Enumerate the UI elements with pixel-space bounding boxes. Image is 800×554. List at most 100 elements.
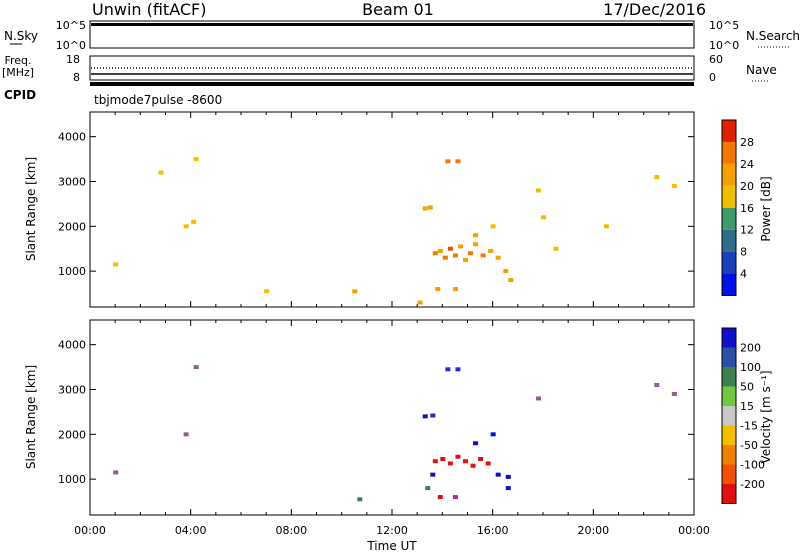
cpid-mode-text: tbjmode7pulse -8600 xyxy=(94,93,222,107)
velocity-cell xyxy=(113,470,119,475)
velocity-cell xyxy=(485,461,491,466)
velocity-y-tick-label: 4000 xyxy=(58,339,86,352)
power-cell xyxy=(495,255,501,260)
velocity-cell xyxy=(505,474,511,479)
velocity-cell xyxy=(357,497,363,502)
velocity-y-ticks: 1000 2000 3000 4000 xyxy=(58,339,694,486)
velocity-colorbar-segment xyxy=(722,347,736,367)
velocity-cell xyxy=(455,454,461,459)
power-colorbar-segment xyxy=(722,207,736,230)
velocity-cell xyxy=(671,391,677,396)
power-colorbar-segment xyxy=(722,163,736,186)
velocity-cell xyxy=(425,486,431,491)
power-colorbar-segment xyxy=(722,185,736,208)
nsearch-tick-top: 10^5 xyxy=(709,19,739,32)
nsky-panel xyxy=(89,20,695,49)
cpid-label: CPID xyxy=(4,88,36,102)
velocity-cell xyxy=(193,365,199,370)
power-colorbar-tick-label: 12 xyxy=(740,224,754,237)
power-cell xyxy=(191,219,197,224)
velocity-cell xyxy=(447,461,453,466)
velocity-colorbar-tick-label: -50 xyxy=(740,439,758,452)
power-cell xyxy=(603,224,609,229)
power-cell xyxy=(503,269,509,274)
power-cell xyxy=(158,170,164,175)
velocity-colorbar-segment xyxy=(722,367,736,387)
velocity-colorbar-segment xyxy=(722,406,736,426)
nsky-trace xyxy=(91,23,693,26)
beam-title: Beam 01 xyxy=(362,0,434,19)
velocity-colorbar-tick-label: 50 xyxy=(740,381,754,394)
velocity-cell xyxy=(495,472,501,477)
velocity-colorbar-segment xyxy=(722,425,736,445)
power-cell xyxy=(654,175,660,179)
power-cell xyxy=(427,205,433,210)
velocity-colorbar-tick-label: -200 xyxy=(740,478,765,491)
nsearch-tick-bottom: 10^0 xyxy=(709,39,739,52)
power-cell xyxy=(473,242,479,247)
velocity-colorbar-frame xyxy=(721,327,737,504)
velocity-colorbar: 200 100 50 15 -15 -50 -100 -200 xyxy=(721,327,765,504)
velocity-cells xyxy=(113,365,677,502)
power-cell xyxy=(447,246,453,251)
velocity-colorbar-tick-label: 15 xyxy=(740,400,754,413)
velocity-cell xyxy=(452,495,458,500)
power-cell xyxy=(553,246,559,251)
nsky-tick-bottom: 10^0 xyxy=(56,39,86,52)
velocity-cell xyxy=(455,367,461,372)
power-colorbar-tick-label: 28 xyxy=(740,136,754,149)
nave-tick-top: 60 xyxy=(709,53,723,66)
power-colorbar-segment xyxy=(722,273,736,296)
power-cell xyxy=(442,255,448,260)
power-cell xyxy=(352,289,358,294)
freq-tick-top: 18 xyxy=(66,53,80,66)
power-cell xyxy=(490,224,496,229)
power-cell xyxy=(488,248,494,253)
power-cell xyxy=(671,183,677,188)
velocity-cell xyxy=(535,396,541,401)
x-tick-label: 04:00 xyxy=(175,524,207,537)
power-x-ticks xyxy=(89,112,695,307)
nsky-tick-top: 10^5 xyxy=(56,19,86,32)
date-title: 17/Dec/2016 xyxy=(603,0,706,19)
power-y-tick-label: 4000 xyxy=(58,131,86,144)
velocity-x-ticks: 00:00 04:00 08:00 12:00 16:00 20:00 00:00 xyxy=(74,320,710,537)
power-colorbar-frame xyxy=(721,119,737,296)
velocity-cell xyxy=(422,414,428,419)
power-y-ticks: 1000 2000 3000 4000 xyxy=(58,131,694,278)
station-title: Unwin (fitACF) xyxy=(92,0,206,19)
power-cell xyxy=(193,157,199,162)
velocity-colorbar-tick-label: 100 xyxy=(740,361,761,374)
power-colorbar-segment xyxy=(722,251,736,274)
power-cell xyxy=(264,289,270,294)
velocity-colorbar-segment xyxy=(722,484,736,504)
velocity-cell xyxy=(462,459,468,464)
velocity-colorbar-segment xyxy=(722,386,736,406)
power-cells xyxy=(113,157,677,305)
velocity-colorbar-tick-label: 200 xyxy=(740,342,761,355)
velocity-cell xyxy=(654,383,660,387)
power-cell xyxy=(435,287,441,292)
x-tick-label: 12:00 xyxy=(376,524,408,537)
freq-tick-bottom: 8 xyxy=(73,71,80,84)
velocity-cell xyxy=(473,441,479,446)
power-panel: 1000 2000 3000 4000 Slant Range [km] 4 8 12 16… xyxy=(24,111,773,308)
velocity-cell xyxy=(505,486,511,491)
power-cell xyxy=(468,251,474,256)
power-cell xyxy=(452,287,458,292)
power-cell xyxy=(457,244,463,249)
power-cell xyxy=(508,278,514,283)
nsky-label: N.Sky xyxy=(4,29,38,43)
power-cell xyxy=(432,251,438,256)
x-tick-label: 00:00 xyxy=(74,524,106,537)
velocity-cell xyxy=(430,472,436,477)
power-cell xyxy=(183,224,189,229)
power-colorbar-tick-label: 8 xyxy=(740,246,747,259)
power-cell xyxy=(541,215,546,220)
power-colorbar-tick-label: 20 xyxy=(740,180,754,193)
power-y-tick-label: 2000 xyxy=(58,220,86,233)
velocity-cell xyxy=(478,456,484,461)
velocity-colorbar-tick-label: -100 xyxy=(740,459,765,472)
power-frame xyxy=(89,111,695,308)
power-cell xyxy=(462,257,468,262)
